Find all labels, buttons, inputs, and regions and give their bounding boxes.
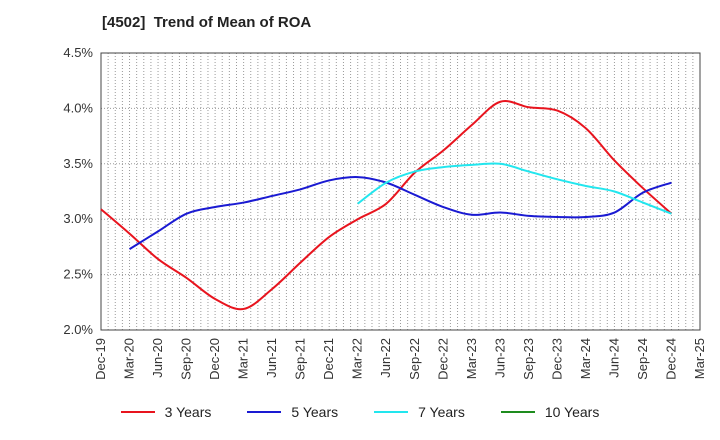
x-tick-label: Mar-22 <box>350 338 365 379</box>
legend-item-3-years: 3 Years <box>120 404 212 420</box>
x-tick-label: Sep-23 <box>521 338 536 380</box>
chart-title: [4502] Trend of Mean of ROA <box>102 14 312 31</box>
y-tick-label: 3.0% <box>63 211 93 226</box>
y-tick-label: 4.5% <box>63 45 93 60</box>
plot-frame <box>100 52 701 331</box>
series-line-7-years <box>357 162 672 215</box>
x-tick-label: Mar-23 <box>464 338 479 379</box>
x-tick-label: Sep-22 <box>407 338 422 380</box>
x-tick-label: Jun-24 <box>606 338 621 378</box>
legend-swatch <box>120 411 155 413</box>
x-tick-label: Jun-20 <box>150 338 165 378</box>
series-line-5-years <box>128 176 672 250</box>
x-tick-label: Mar-20 <box>122 338 137 379</box>
y-tick-label: 3.5% <box>63 156 93 171</box>
x-tick-label: Sep-20 <box>179 338 194 380</box>
y-tick-label: 2.0% <box>63 322 93 337</box>
legend-swatch <box>500 411 535 413</box>
x-tick-label: Sep-21 <box>293 338 308 380</box>
x-tick-label: Sep-24 <box>635 338 650 380</box>
series-line-3-years <box>100 100 673 311</box>
legend-label: 7 Years <box>418 404 465 420</box>
x-tick-label: Dec-22 <box>435 338 450 380</box>
x-tick-label: Jun-21 <box>264 338 279 378</box>
x-tick-label: Dec-24 <box>663 338 678 380</box>
x-tick-label: Dec-19 <box>93 338 108 380</box>
x-tick-label: Mar-25 <box>692 338 707 379</box>
legend-item-7-years: 7 Years <box>374 404 465 420</box>
x-tick-label: Dec-21 <box>321 338 336 380</box>
legend-swatch <box>247 411 282 413</box>
chart-legend: 3 Years 5 Years 7 Years 10 Years <box>0 404 720 420</box>
legend-label: 3 Years <box>164 404 212 420</box>
legend-swatch <box>374 411 409 413</box>
y-tick-label: 4.0% <box>63 100 93 115</box>
x-tick-label: Jun-22 <box>378 338 393 378</box>
x-tick-label: Mar-21 <box>236 338 251 379</box>
x-tick-label: Jun-23 <box>492 338 507 378</box>
x-tick-label: Mar-24 <box>578 338 593 379</box>
legend-label: 10 Years <box>544 404 600 420</box>
x-tick-label: Dec-23 <box>549 338 564 380</box>
y-tick-label: 2.5% <box>63 267 93 282</box>
legend-item-10-years: 10 Years <box>500 404 600 420</box>
legend-item-5-years: 5 Years <box>247 404 338 420</box>
legend-label: 5 Years <box>291 404 339 420</box>
x-tick-label: Dec-20 <box>207 338 222 380</box>
